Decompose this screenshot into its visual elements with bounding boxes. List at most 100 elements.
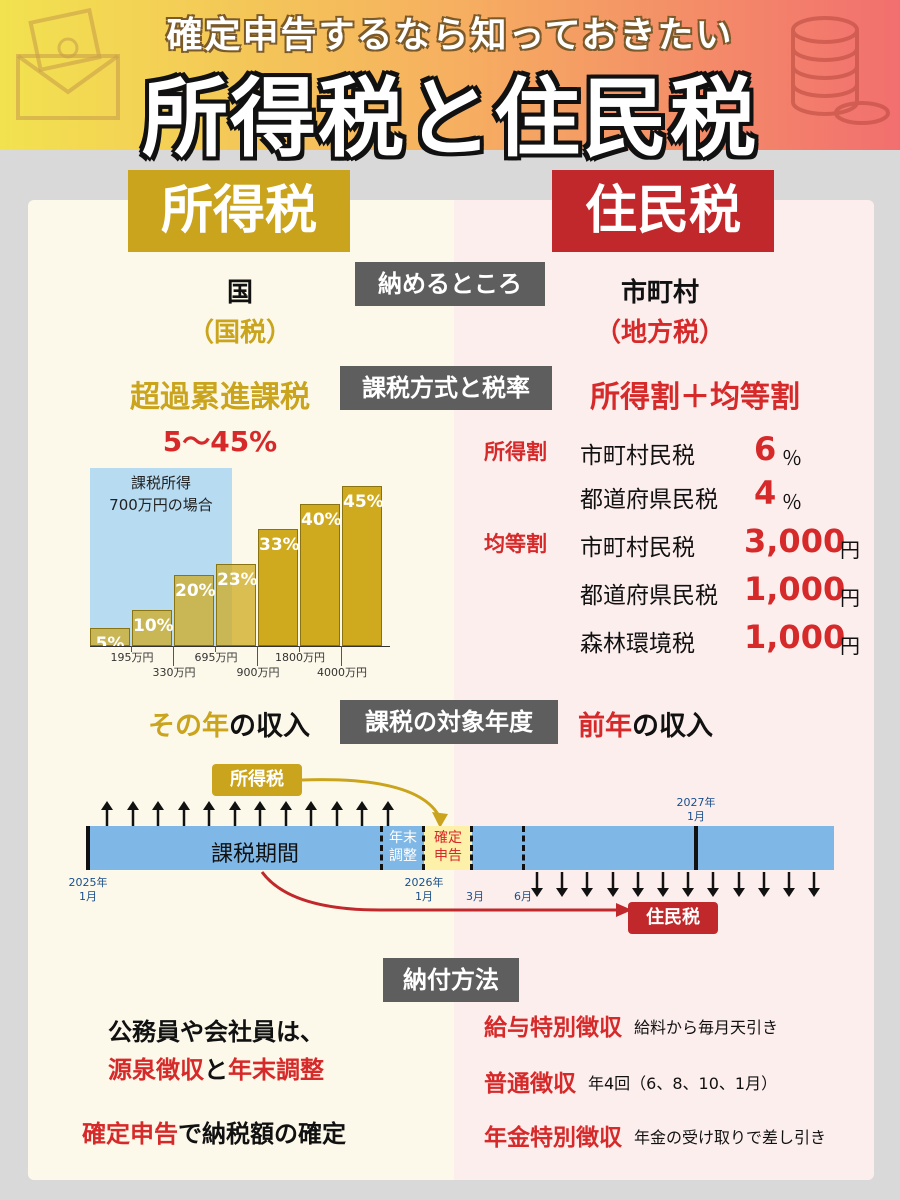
resident-tax-rate-table: 所得割 市町村民税 6 ％都道府県民税 4 ％均等割 市町村民税 3,000 円都道府県民税 1,… xyxy=(470,430,870,658)
payment-method-name: 普通徴収 xyxy=(484,1071,576,1097)
rate-row-name: 市町村民税 xyxy=(580,443,695,469)
timeline-resident-tax-tag: 住民税 xyxy=(628,902,718,934)
chart-bar-label: 23% xyxy=(217,570,258,590)
arrow-down-icon xyxy=(631,872,644,897)
rate-row-unit: 円 xyxy=(840,586,860,610)
resident-tax-payee-type: （地方税） xyxy=(594,318,725,348)
timeline-income-tax-tag: 所得税 xyxy=(212,764,302,796)
timeline-start-date: 2025年 1月 xyxy=(60,876,116,904)
resident-tax-heading: 住民税 xyxy=(552,170,774,252)
tax-return-text: 確定申告 xyxy=(82,1120,178,1148)
chart-bar-label: 40% xyxy=(301,510,342,530)
payment-method-desc: 給料から毎月天引き xyxy=(634,1018,779,1037)
arrow-down-icon xyxy=(531,872,543,897)
resident-tax-payment-methods: 給与特別徴収 給料から毎月天引き 普通徴収 年4回（6、8、10、1月） 年金特別徴収年… xyxy=(484,1008,884,1158)
income-tax-payee: 国 xyxy=(226,278,253,308)
chart-bar-label: 5% xyxy=(95,634,125,654)
resident-tax-payee: 市町村 xyxy=(620,278,699,308)
withholding-text: 源泉徴収 xyxy=(108,1056,204,1084)
resident-tax-installment-arrows xyxy=(530,872,830,898)
timeline-june: 6月 xyxy=(514,890,532,903)
chart-bar: 23% xyxy=(216,564,258,646)
divider-march xyxy=(470,826,473,870)
start-month: 1月 xyxy=(79,890,97,903)
arrow-up-icon xyxy=(126,801,139,826)
year-end-adjustment-text: 年末調整 xyxy=(228,1056,324,1084)
rate-row-value: 1,000 xyxy=(744,618,846,656)
arrow-down-icon xyxy=(682,872,695,897)
payment-method-desc: 年4回（6、8、10、1月） xyxy=(588,1074,778,1093)
arrow-down-icon xyxy=(657,872,669,897)
rate-row-name: 森林環境税 xyxy=(580,631,695,657)
arrow-down-icon xyxy=(757,872,770,897)
tax-rate-chart: 5% 10% 20% 23% 33% 40% 45% xyxy=(90,480,390,654)
monthly-withholding-arrows xyxy=(100,800,400,826)
arrow-down-icon xyxy=(581,872,594,897)
divider-june xyxy=(522,826,525,870)
rate-row-name: 都道府県民税 xyxy=(580,583,718,609)
chart-bar: 40% xyxy=(300,504,342,646)
payment-left-line3: 確定申告で納税額の確定 xyxy=(82,1114,346,1149)
rate-row-value: 6 xyxy=(754,430,777,468)
arrow-down-icon xyxy=(556,872,569,897)
mid-year: 2026年 xyxy=(404,876,444,889)
arrow-up-icon xyxy=(330,801,343,826)
chart-tick-line xyxy=(131,646,132,652)
arrow-down-icon xyxy=(707,872,720,897)
chart-bar: 5% xyxy=(90,628,130,654)
arrow-up-icon xyxy=(356,801,368,826)
rate-row-value: 4 xyxy=(754,474,777,512)
chart-tick-label: 195万円 xyxy=(110,651,154,664)
filing-line-1: 確定 xyxy=(434,830,462,846)
income-tax-panel xyxy=(28,200,454,1180)
next-year: 2027年 xyxy=(676,796,716,809)
arrow-down-icon xyxy=(808,872,821,897)
resident-tax-panel xyxy=(454,200,874,1180)
rate-row-unit: ％ xyxy=(782,490,802,514)
chart-tick-line xyxy=(173,646,174,666)
arrow-up-icon xyxy=(152,801,164,826)
label-year: 課税の対象年度 xyxy=(340,700,558,744)
timeline-mid-date: 2026年 1月 xyxy=(396,876,452,904)
chart-tick-label: 330万円 xyxy=(152,666,196,679)
chart-tick-label: 900万円 xyxy=(236,666,280,679)
divider-year-end xyxy=(380,826,383,870)
taxation-period-label: 課税期間 xyxy=(210,842,299,867)
year-end-line-2: 調整 xyxy=(389,848,417,864)
page-title: 所得税と住民税 xyxy=(142,69,758,169)
label-payment: 納付方法 xyxy=(383,958,519,1002)
chart-bar-label: 10% xyxy=(133,616,174,636)
arrow-up-icon xyxy=(101,801,113,826)
income-tax-rate-range: 5〜45% xyxy=(162,425,278,458)
chart-bar: 45% xyxy=(342,486,384,646)
chart-bar-label: 33% xyxy=(259,535,300,555)
filing-arrow-icon xyxy=(301,778,448,828)
rate-row-unit: ％ xyxy=(782,446,802,470)
chart-tick-line xyxy=(299,646,300,652)
rate-row-unit: 円 xyxy=(840,538,860,562)
income-tax-year: その年の収入 xyxy=(148,704,310,743)
year-end-adjustment: 年末 調整 xyxy=(384,829,422,865)
tax-filing: 確定 申告 xyxy=(424,829,472,865)
header-banner xyxy=(0,0,900,150)
connector-text: と xyxy=(204,1056,228,1084)
income-tax-payee-type: （国税） xyxy=(187,318,292,348)
next-month: 1月 xyxy=(687,810,705,823)
resident-tax-arrow-icon xyxy=(260,871,632,917)
payment-left-line1: 公務員や会社員は、 xyxy=(108,1018,324,1046)
chart-tick-line xyxy=(215,646,216,652)
arrow-up-icon xyxy=(203,801,215,826)
rate-group-label: 均等割 xyxy=(484,532,547,556)
chart-bar: 10% xyxy=(132,610,174,646)
rate-row-value: 3,000 xyxy=(744,522,846,560)
rate-row-name: 市町村民税 xyxy=(580,535,695,561)
start-year: 2025年 xyxy=(68,876,108,889)
chart-bar: 33% xyxy=(258,529,300,646)
timeline-2027-date: 2027年 1月 xyxy=(668,796,724,824)
payment-left-line2: 源泉徴収と年末調整 xyxy=(108,1050,324,1085)
income-tax-year-suffix: の収入 xyxy=(229,711,310,742)
divider-jan xyxy=(422,826,425,870)
payment-method-desc: 年金の受け取りで差し引き xyxy=(634,1128,827,1147)
tax-return-desc: で納税額の確定 xyxy=(178,1120,346,1148)
arrow-up-icon xyxy=(254,801,266,826)
